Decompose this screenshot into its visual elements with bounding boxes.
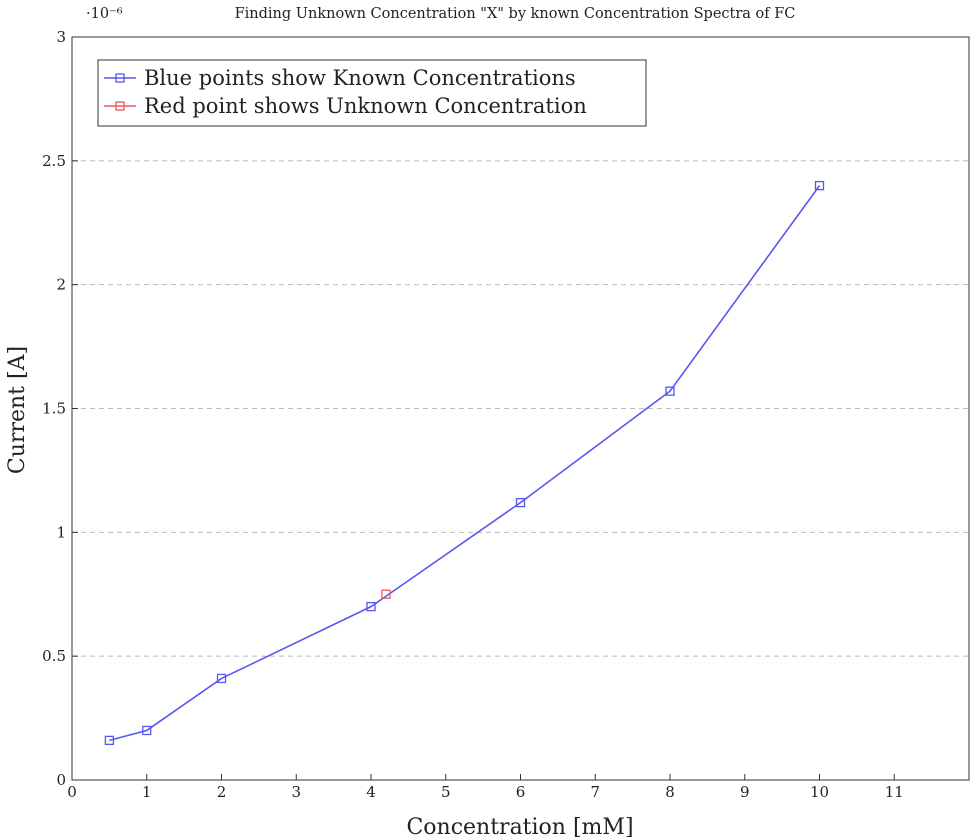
legend-box (97, 59, 647, 127)
x-tick-label: 3 (291, 783, 301, 801)
y-tick-label: 1 (56, 523, 66, 541)
series-0-point (814, 180, 825, 191)
legend: Blue points show Known Concentrations Re… (97, 59, 647, 127)
x-axis-ticks: 0 1 2 3 4 5 6 7 8 9 10 11 (67, 774, 904, 801)
y-axis-label: Current [A] (5, 346, 30, 474)
plot-series (104, 180, 825, 746)
x-tick-label: 11 (885, 783, 904, 801)
series-line-0 (109, 185, 821, 742)
y-tick-label: 0.5 (42, 647, 66, 665)
x-tick-label: 2 (217, 783, 227, 801)
x-tick-label: 0 (67, 783, 77, 801)
series-0-point (366, 601, 376, 612)
x-tick-label: 10 (810, 783, 829, 801)
x-tick-label: 1 (142, 783, 152, 801)
x-tick-label: 5 (441, 783, 451, 801)
x-tick-label: 8 (665, 783, 675, 801)
series-0-point (142, 725, 152, 736)
x-axis-label: Concentration [mM] (406, 815, 633, 840)
legend-marker-0 (115, 73, 125, 83)
y-axis-ticks: 0 0.5 1 1.5 2 2.5 3 (42, 28, 78, 789)
grid-lines (72, 160, 969, 657)
y-tick-label: 3 (56, 28, 66, 46)
legend-marker-1 (115, 101, 125, 111)
y-tick-label: 0 (56, 771, 66, 789)
y-tick-label: 1.5 (42, 400, 66, 418)
legend-label-1: Red point shows Unknown Concentration (144, 94, 587, 118)
chart-scale-label: ·10⁻⁶ (86, 6, 123, 22)
x-tick-label: 9 (740, 783, 750, 801)
series-1-point (381, 589, 391, 599)
chart-title: Finding Unknown Concentration "X" by kno… (235, 6, 796, 22)
plot-frame (71, 36, 970, 781)
series-0-point (216, 673, 227, 684)
x-tick-label: 4 (366, 783, 376, 801)
series-0-point (665, 386, 675, 396)
y-tick-label: 2.5 (42, 152, 66, 170)
series-0-point (515, 497, 526, 508)
y-tick-label: 2 (56, 276, 66, 294)
series-0-point (104, 735, 115, 746)
x-tick-label: 6 (516, 783, 526, 801)
x-tick-label: 7 (590, 783, 600, 801)
legend-label-0: Blue points show Known Concentrations (144, 66, 576, 90)
